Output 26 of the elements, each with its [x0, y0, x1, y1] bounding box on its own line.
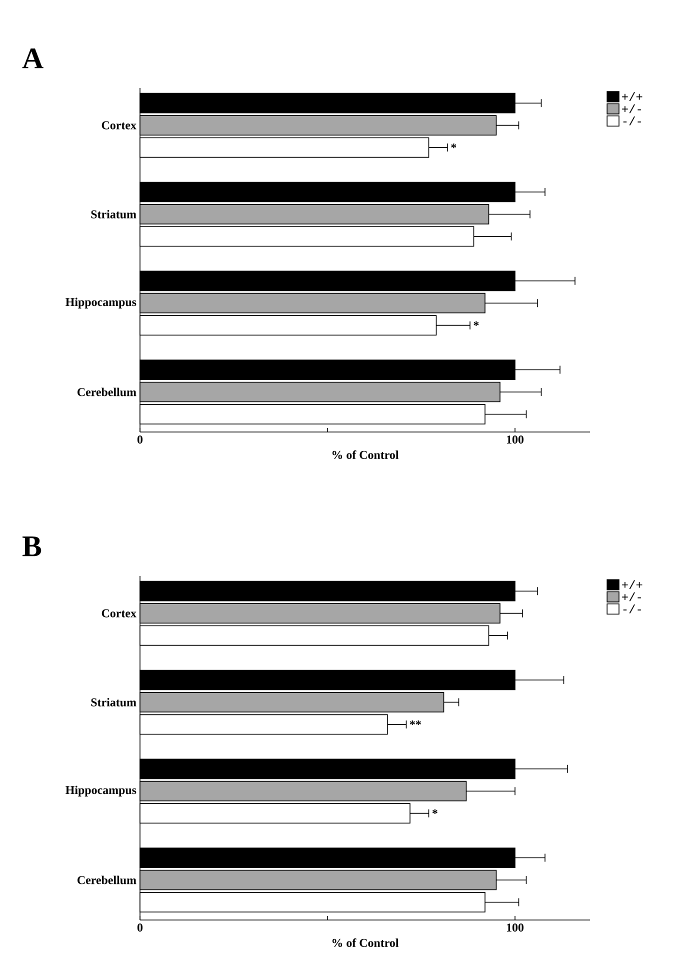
chart-title: B [22, 536, 42, 556]
y-tick-label: Hippocampus [66, 298, 136, 309]
y-tick-label: Hippocampus [66, 786, 136, 797]
legend-label: +/- [622, 104, 641, 114]
y-tick-label: Cortex [102, 121, 136, 130]
y-tick-label: Striatum [91, 698, 136, 706]
data-label: * [432, 809, 438, 814]
y-tick-label: Cortex [102, 609, 136, 618]
x-tick-label: 0 [137, 436, 143, 444]
x-axis-title: % of Control [332, 450, 399, 459]
x-tick-label: 100 [506, 924, 524, 932]
x-tick-label: 100 [506, 436, 524, 444]
legend-label: +/+ [622, 580, 642, 589]
y-tick-label: Striatum [91, 210, 136, 218]
y-tick-label: Cerebellum [78, 388, 136, 396]
x-tick-label: 0 [137, 924, 143, 932]
chart-title: A [22, 48, 44, 68]
data-label: * [451, 144, 456, 148]
data-label: * [474, 321, 479, 326]
y-tick-label: Cerebellum [78, 876, 136, 884]
x-axis-title: % of Control [332, 938, 399, 948]
legend-label: -/- [623, 116, 641, 126]
data-label: ** [410, 720, 421, 726]
legend-label: +/- [622, 592, 641, 602]
legend-label: -/- [623, 604, 641, 614]
legend-label: +/+ [622, 92, 642, 101]
